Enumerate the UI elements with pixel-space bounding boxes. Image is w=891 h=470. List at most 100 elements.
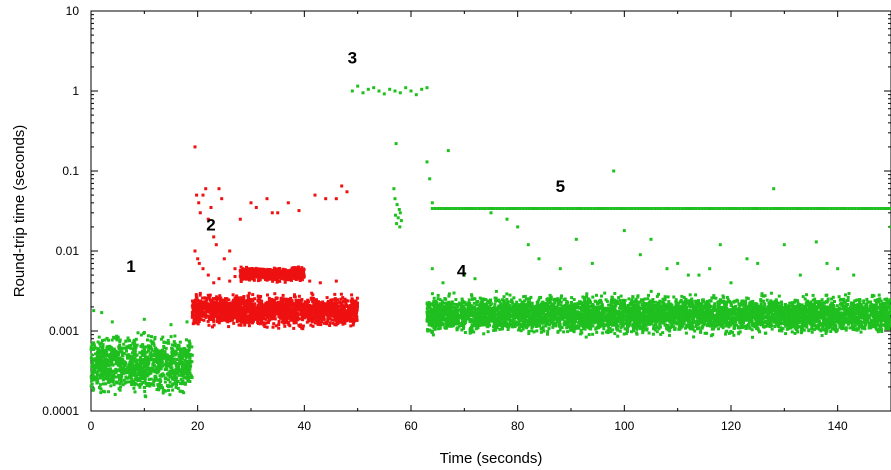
data-point <box>611 328 615 332</box>
data-point <box>686 325 690 329</box>
data-point <box>691 315 695 319</box>
data-point <box>800 303 804 307</box>
data-point <box>849 307 852 311</box>
data-point <box>151 354 155 358</box>
data-point <box>188 342 192 346</box>
data-point <box>168 393 172 397</box>
data-point <box>723 319 727 322</box>
data-point <box>712 294 716 298</box>
data-point <box>887 327 891 331</box>
data-point <box>133 350 137 354</box>
data-point <box>690 323 694 327</box>
data-point <box>484 304 488 308</box>
data-point <box>170 343 174 347</box>
data-point <box>691 318 695 322</box>
data-point <box>658 322 662 326</box>
data-point <box>775 314 779 318</box>
data-point <box>768 311 771 315</box>
data-point <box>141 377 145 381</box>
data-point <box>537 310 540 314</box>
data-point <box>788 315 792 319</box>
data-point <box>124 375 128 379</box>
data-point <box>866 315 870 319</box>
data-point <box>788 301 792 305</box>
data-point <box>595 330 599 334</box>
data-point <box>488 323 491 327</box>
data-point <box>701 307 705 311</box>
data-point <box>512 296 516 300</box>
data-point <box>454 311 458 315</box>
data-point <box>182 376 186 380</box>
data-point <box>877 293 881 297</box>
data-point <box>118 382 122 385</box>
data-point <box>161 388 165 392</box>
data-point <box>170 366 174 370</box>
data-point <box>183 358 187 362</box>
data-point <box>122 378 126 382</box>
data-point <box>710 296 714 300</box>
data-point <box>527 332 531 336</box>
data-point <box>793 323 797 327</box>
data-point <box>601 331 605 335</box>
data-point <box>502 301 506 305</box>
data-point <box>674 298 678 302</box>
data-point <box>438 298 442 302</box>
data-point <box>705 299 709 303</box>
data-point <box>110 357 114 361</box>
data-point <box>178 373 181 377</box>
data-point <box>173 353 177 357</box>
data-point <box>178 340 182 344</box>
data-point <box>117 387 121 391</box>
data-point <box>502 295 506 299</box>
data-point <box>717 327 720 331</box>
data-point <box>751 312 755 315</box>
data-point <box>107 380 111 384</box>
data-point <box>109 359 112 363</box>
data-point <box>567 318 571 322</box>
data-point <box>145 374 149 378</box>
data-point <box>672 295 676 299</box>
data-point <box>159 367 163 371</box>
data-point <box>98 361 102 365</box>
data-point <box>171 388 175 392</box>
data-point <box>855 304 859 308</box>
data-point <box>138 351 142 355</box>
data-point <box>94 352 98 356</box>
data-point <box>125 353 129 357</box>
data-point <box>848 305 852 309</box>
data-point <box>143 390 147 393</box>
data-point <box>90 357 94 361</box>
data-point <box>447 294 451 298</box>
data-point <box>826 313 830 317</box>
data-point <box>650 304 654 308</box>
data-point <box>180 356 184 360</box>
data-point <box>855 308 859 312</box>
data-point <box>781 327 785 331</box>
data-point <box>525 324 529 328</box>
data-point <box>188 367 192 371</box>
data-point <box>670 325 674 329</box>
data-point <box>684 326 687 330</box>
data-point <box>188 352 192 356</box>
data-point <box>623 298 627 302</box>
data-point <box>479 301 483 305</box>
data-point <box>190 353 194 357</box>
data-point <box>132 347 135 351</box>
data-point <box>145 357 149 361</box>
data-point <box>782 313 786 317</box>
data-point <box>747 314 751 318</box>
data-point <box>726 298 730 302</box>
data-point <box>129 365 133 369</box>
data-point <box>97 369 101 373</box>
data-point <box>107 338 110 342</box>
data-point <box>157 362 160 366</box>
data-point <box>581 309 585 313</box>
data-point <box>112 347 116 351</box>
data-point <box>431 324 435 328</box>
data-point <box>136 378 140 382</box>
data-point <box>834 326 838 330</box>
data-point <box>789 308 793 312</box>
data-point <box>844 328 848 332</box>
data-point <box>634 303 638 307</box>
data-point <box>526 310 530 314</box>
